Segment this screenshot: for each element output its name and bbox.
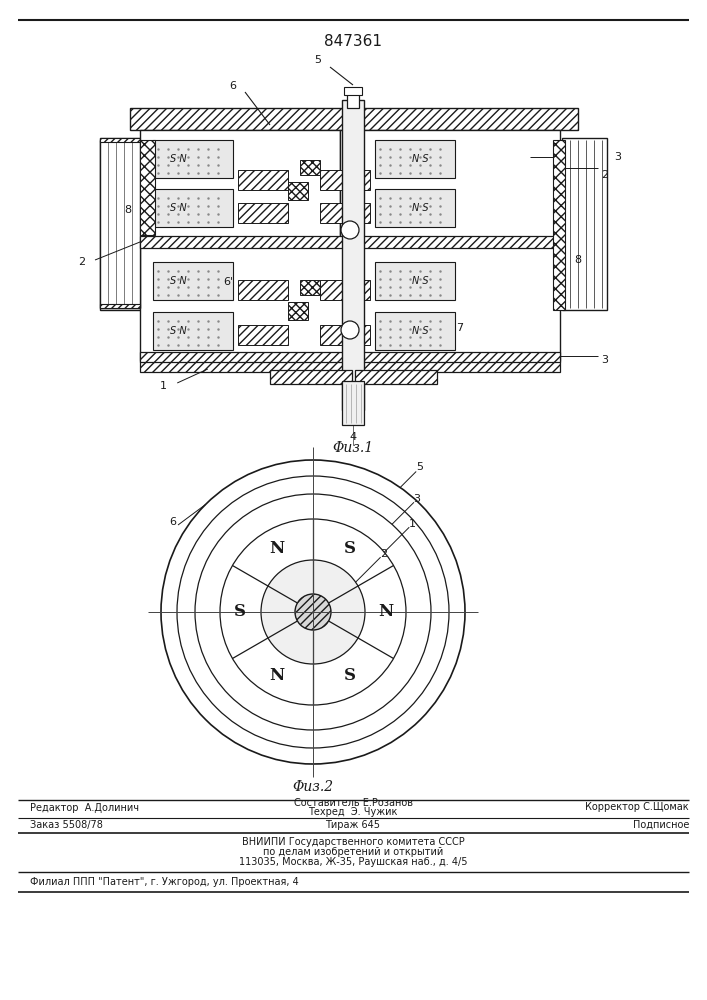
Text: Филиал ППП "Патент", г. Ужгород, ул. Проектная, 4: Филиал ППП "Патент", г. Ужгород, ул. Про… bbox=[30, 877, 299, 887]
Text: 847361: 847361 bbox=[324, 34, 382, 49]
Bar bbox=[238, 280, 288, 300]
Text: S N: S N bbox=[170, 326, 187, 336]
Text: N S: N S bbox=[411, 203, 428, 213]
Bar bbox=[342, 381, 364, 425]
Bar bbox=[562, 138, 607, 310]
Text: Тираж 645: Тираж 645 bbox=[325, 820, 380, 830]
Text: 5: 5 bbox=[315, 55, 322, 65]
Text: Заказ 5508/78: Заказ 5508/78 bbox=[30, 820, 103, 830]
Text: Подписное: Подписное bbox=[633, 820, 689, 830]
Text: 8: 8 bbox=[574, 255, 582, 265]
Text: S N: S N bbox=[170, 203, 187, 213]
Bar bbox=[153, 140, 233, 178]
Bar bbox=[100, 140, 140, 308]
Text: Φuз.2: Φuз.2 bbox=[293, 780, 334, 794]
Bar bbox=[553, 140, 565, 310]
Bar bbox=[140, 352, 560, 362]
Bar bbox=[140, 245, 560, 360]
Text: N: N bbox=[269, 540, 284, 557]
Bar bbox=[340, 130, 560, 240]
Bar bbox=[300, 160, 320, 175]
Text: ВНИИПИ Государственного комитета СССР: ВНИИПИ Государственного комитета СССР bbox=[242, 837, 464, 847]
Bar bbox=[140, 140, 155, 235]
Text: N S: N S bbox=[411, 154, 428, 164]
Text: N: N bbox=[378, 603, 394, 620]
Text: Редактор  А.Долинич: Редактор А.Долинич bbox=[30, 803, 139, 813]
Text: Техред  Э. Чужик: Техред Э. Чужик bbox=[308, 807, 397, 817]
Text: 8: 8 bbox=[124, 205, 132, 215]
Text: S: S bbox=[344, 540, 356, 557]
Bar bbox=[344, 87, 362, 95]
Circle shape bbox=[177, 476, 449, 748]
Text: 6: 6 bbox=[170, 517, 177, 527]
Bar bbox=[342, 100, 364, 410]
Text: 4: 4 bbox=[349, 432, 356, 442]
Bar bbox=[140, 236, 560, 248]
Bar bbox=[375, 189, 455, 227]
Text: Φuз.1: Φuз.1 bbox=[332, 441, 373, 455]
Text: N: N bbox=[269, 667, 284, 684]
Text: Составитель Е.Розанов: Составитель Е.Розанов bbox=[293, 798, 412, 808]
Bar bbox=[300, 280, 320, 295]
Bar bbox=[238, 325, 288, 345]
Bar bbox=[375, 140, 455, 178]
Text: 1: 1 bbox=[160, 381, 167, 391]
Bar bbox=[320, 203, 370, 223]
Text: N S: N S bbox=[411, 276, 428, 286]
Text: 2: 2 bbox=[602, 170, 609, 180]
Text: S N: S N bbox=[170, 276, 187, 286]
Text: N S: N S bbox=[411, 326, 428, 336]
Circle shape bbox=[161, 460, 465, 764]
Bar bbox=[238, 203, 288, 223]
Text: 1: 1 bbox=[409, 519, 416, 529]
Text: 6': 6' bbox=[223, 277, 233, 287]
Text: 6: 6 bbox=[230, 81, 237, 91]
Text: S N: S N bbox=[170, 154, 187, 164]
Bar bbox=[375, 312, 455, 350]
Bar bbox=[320, 325, 370, 345]
Bar bbox=[320, 280, 370, 300]
Bar bbox=[153, 189, 233, 227]
Circle shape bbox=[295, 594, 331, 630]
Bar bbox=[100, 138, 140, 142]
Circle shape bbox=[195, 494, 431, 730]
Text: по делам изобретений и открытий: по делам изобретений и открытий bbox=[263, 847, 443, 857]
Bar bbox=[355, 370, 437, 384]
Text: 2: 2 bbox=[380, 549, 387, 559]
Bar bbox=[100, 304, 140, 308]
Bar bbox=[130, 108, 578, 130]
Bar bbox=[238, 170, 288, 190]
Bar bbox=[140, 130, 340, 240]
Bar bbox=[347, 93, 359, 108]
Text: S: S bbox=[234, 603, 246, 620]
Text: 3: 3 bbox=[614, 152, 621, 162]
Bar bbox=[140, 360, 560, 372]
Bar bbox=[320, 170, 370, 190]
Bar bbox=[375, 262, 455, 300]
Bar bbox=[153, 262, 233, 300]
Text: Корректор С.Щомак: Корректор С.Щомак bbox=[585, 802, 689, 812]
Text: 3: 3 bbox=[414, 494, 421, 504]
Text: 3: 3 bbox=[602, 355, 609, 365]
Circle shape bbox=[220, 519, 406, 705]
Bar bbox=[100, 138, 145, 310]
Text: 2: 2 bbox=[78, 257, 86, 267]
Text: S: S bbox=[344, 667, 356, 684]
Text: 113035, Москва, Ж-35, Раушская наб., д. 4/5: 113035, Москва, Ж-35, Раушская наб., д. … bbox=[239, 857, 467, 867]
Bar bbox=[288, 302, 308, 320]
Circle shape bbox=[341, 221, 359, 239]
Bar bbox=[288, 182, 308, 200]
Circle shape bbox=[261, 560, 365, 664]
Circle shape bbox=[341, 321, 359, 339]
Bar bbox=[270, 370, 352, 384]
Text: 7: 7 bbox=[457, 323, 464, 333]
Text: 5: 5 bbox=[416, 462, 423, 472]
Bar bbox=[153, 312, 233, 350]
